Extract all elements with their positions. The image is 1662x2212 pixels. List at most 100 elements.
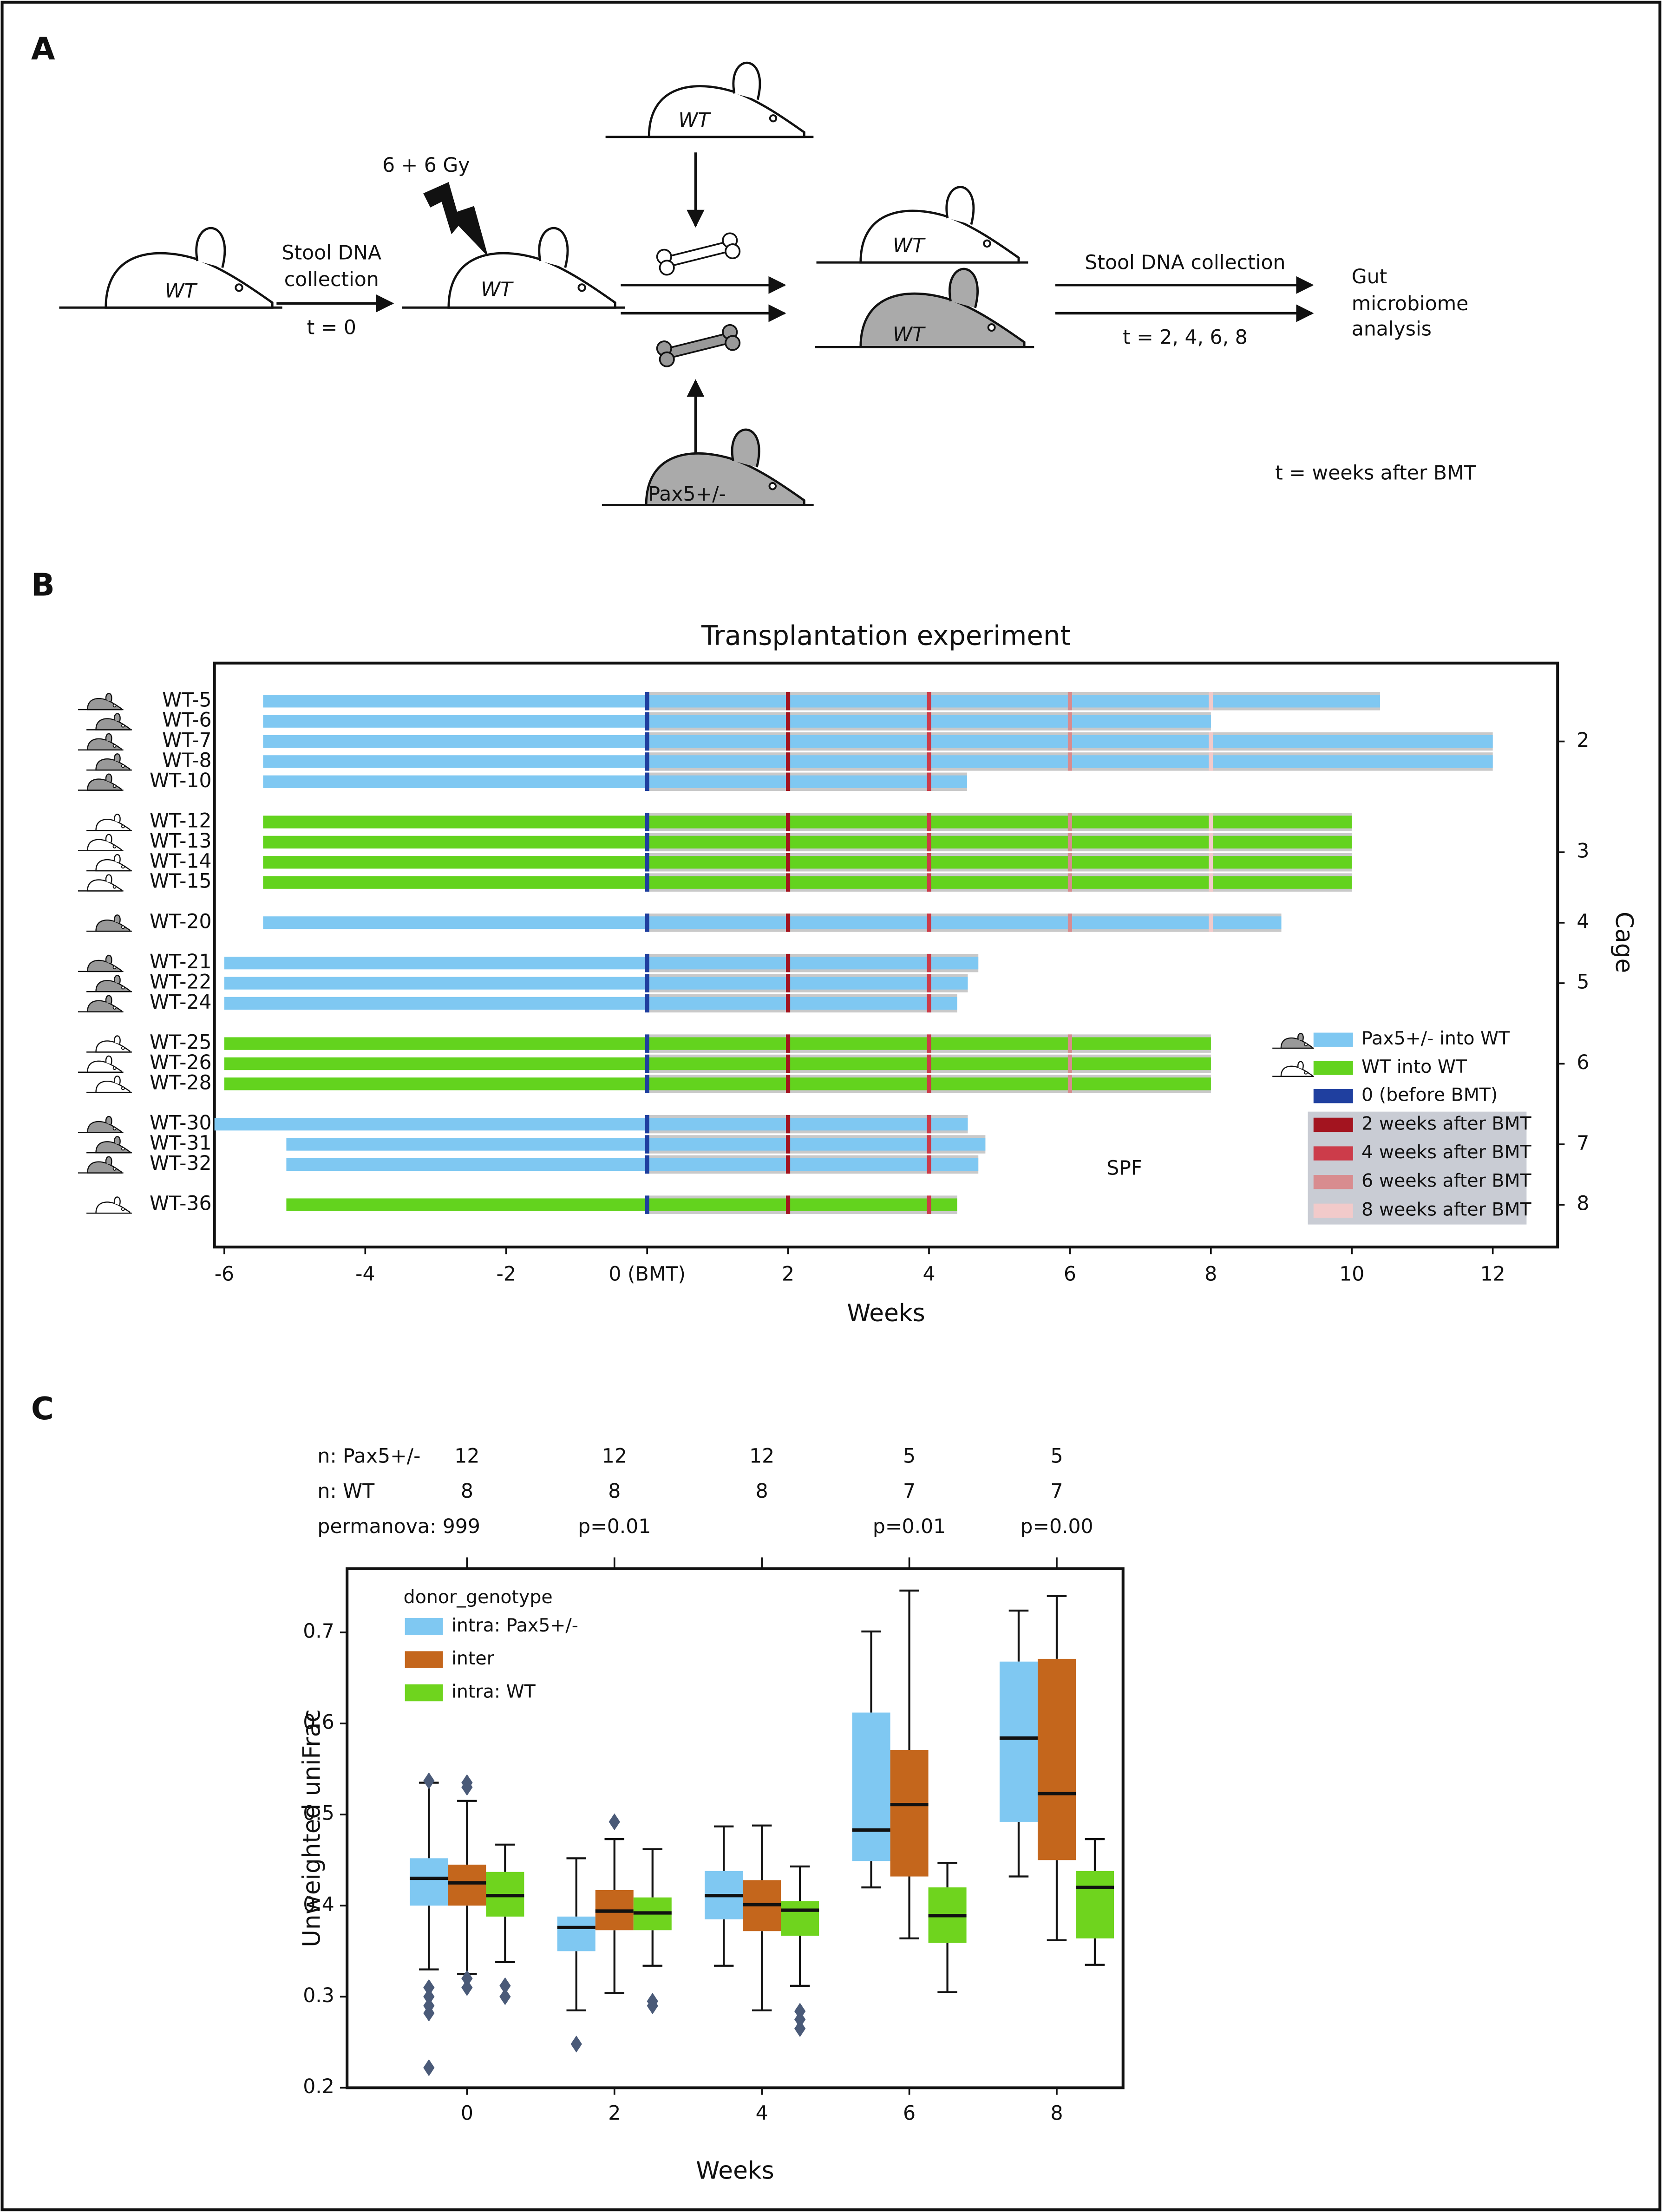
x-tick-label: 10: [1339, 1263, 1364, 1285]
timepoint-mark: [786, 1195, 791, 1214]
mouse-ear: [195, 227, 226, 268]
timepoint-mark: [786, 953, 791, 972]
legend-label: 6 weeks after BMT: [1361, 1170, 1532, 1192]
row-label: WT-13: [150, 830, 212, 853]
box: [852, 1712, 890, 1861]
outlier: [570, 2036, 582, 2053]
row-label: WT-32: [150, 1152, 212, 1175]
timepoint-mark: [927, 813, 931, 831]
row-label: WT-36: [150, 1193, 212, 1215]
timepoint-mark: [786, 1034, 791, 1053]
plot-frame: [346, 1567, 1125, 2089]
timepoint-mark: [1067, 833, 1072, 852]
y2-tick-label: 3: [1577, 840, 1589, 863]
mouse-eye: [1304, 1042, 1308, 1046]
x-tick-label: 0 (BMT): [609, 1263, 686, 1285]
header-label: permanova: 999: [317, 1515, 480, 1538]
timepoint-mark: [645, 732, 649, 751]
mouse-eye: [112, 1127, 117, 1131]
outcome-label: analysis: [1352, 318, 1432, 340]
annotation: SPF: [1106, 1157, 1142, 1180]
timepoint-mark: [1209, 692, 1213, 711]
timepoint-mark: [1209, 752, 1213, 771]
bar: [224, 997, 957, 1010]
mouse-eye: [768, 482, 777, 490]
timepoint-mark: [645, 692, 649, 711]
bar: [224, 1037, 1211, 1050]
timepoint-mark: [927, 712, 931, 731]
mouse-label: WT: [893, 235, 926, 257]
x-axis-label: Weeks: [847, 1299, 925, 1327]
mouse-ear: [1297, 1032, 1304, 1041]
mouse-ear: [114, 975, 121, 984]
outlier: [423, 1979, 435, 1997]
mouse-eye: [1304, 1070, 1308, 1075]
timepoint-mark: [927, 974, 931, 992]
step-label: Stool DNA collection: [1085, 252, 1285, 274]
y2-tick-label: 2: [1577, 729, 1589, 752]
radiation-bolt: [423, 182, 488, 257]
mouse-eye: [121, 824, 125, 829]
y-tick-label: 0.2: [303, 2075, 334, 2098]
mouse-eye: [112, 885, 117, 889]
timepoint-mark: [786, 853, 791, 872]
mouse-eye: [112, 1167, 117, 1171]
x-tick-label: 8: [1204, 1263, 1217, 1285]
bar: [224, 956, 979, 970]
timepoint-mark: [1209, 833, 1213, 852]
mouse-ear: [105, 1055, 112, 1064]
header-value: p=0.01: [578, 1515, 651, 1538]
y2-tick-label: 5: [1577, 971, 1589, 994]
mouse-ear: [945, 186, 975, 225]
bar: [263, 735, 1493, 748]
bar: [263, 715, 1211, 728]
mouse-ear: [105, 995, 112, 1004]
timepoint-mark: [645, 994, 649, 1013]
mouse-eye: [121, 764, 125, 768]
header-value: 5: [903, 1445, 916, 1468]
timepoint-mark: [786, 1155, 791, 1174]
mouse-eye: [112, 704, 117, 708]
mouse-ear: [105, 834, 112, 843]
timepoint-mark: [1067, 712, 1072, 731]
outlier: [461, 1779, 473, 1796]
timepoint-mark: [1067, 1075, 1072, 1093]
timepoint-mark: [786, 974, 791, 992]
bar: [263, 916, 1282, 929]
legend-swatch: [1313, 1089, 1353, 1103]
bar: [214, 1117, 968, 1131]
y2-tick-label: 4: [1577, 910, 1589, 933]
timepoint-mark: [1209, 873, 1213, 892]
timepoint-mark: [645, 1155, 649, 1174]
y-tick-label: 0.6: [303, 1711, 334, 1734]
mouse-eye: [121, 865, 125, 869]
mouse-eye: [112, 784, 117, 788]
timepoint-mark: [645, 833, 649, 852]
x-tick-label: 2: [608, 2102, 621, 2125]
legend-label: 0 (before BMT): [1361, 1084, 1498, 1106]
timepoint-mark: [1067, 1034, 1072, 1053]
x-tick-label: 4: [756, 2102, 768, 2125]
time-label: t = 0: [307, 316, 356, 339]
timepoint-mark: [1067, 853, 1072, 872]
timepoint-mark: [786, 994, 791, 1013]
y2-tick-label: 7: [1577, 1132, 1589, 1155]
row-label: WT-21: [150, 951, 212, 973]
legend-swatch: [405, 1651, 443, 1668]
panel-label: C: [31, 1390, 54, 1427]
mouse-ear: [114, 1136, 121, 1145]
y2-axis-label: Cage: [1610, 912, 1638, 973]
panel-label: A: [31, 31, 55, 67]
row-label: WT-12: [150, 810, 212, 833]
timepoint-mark: [786, 1135, 791, 1154]
panel-label: B: [31, 567, 55, 603]
mouse-ear: [114, 814, 121, 823]
header-value: 12: [602, 1445, 627, 1468]
timepoint-mark: [786, 772, 791, 791]
timepoint-mark: [786, 732, 791, 751]
timepoint-mark: [1209, 914, 1213, 932]
mouse-eye: [121, 925, 125, 929]
bar: [224, 1057, 1211, 1070]
row-label: WT-8: [162, 749, 212, 772]
legend-swatch: [1313, 1175, 1353, 1189]
